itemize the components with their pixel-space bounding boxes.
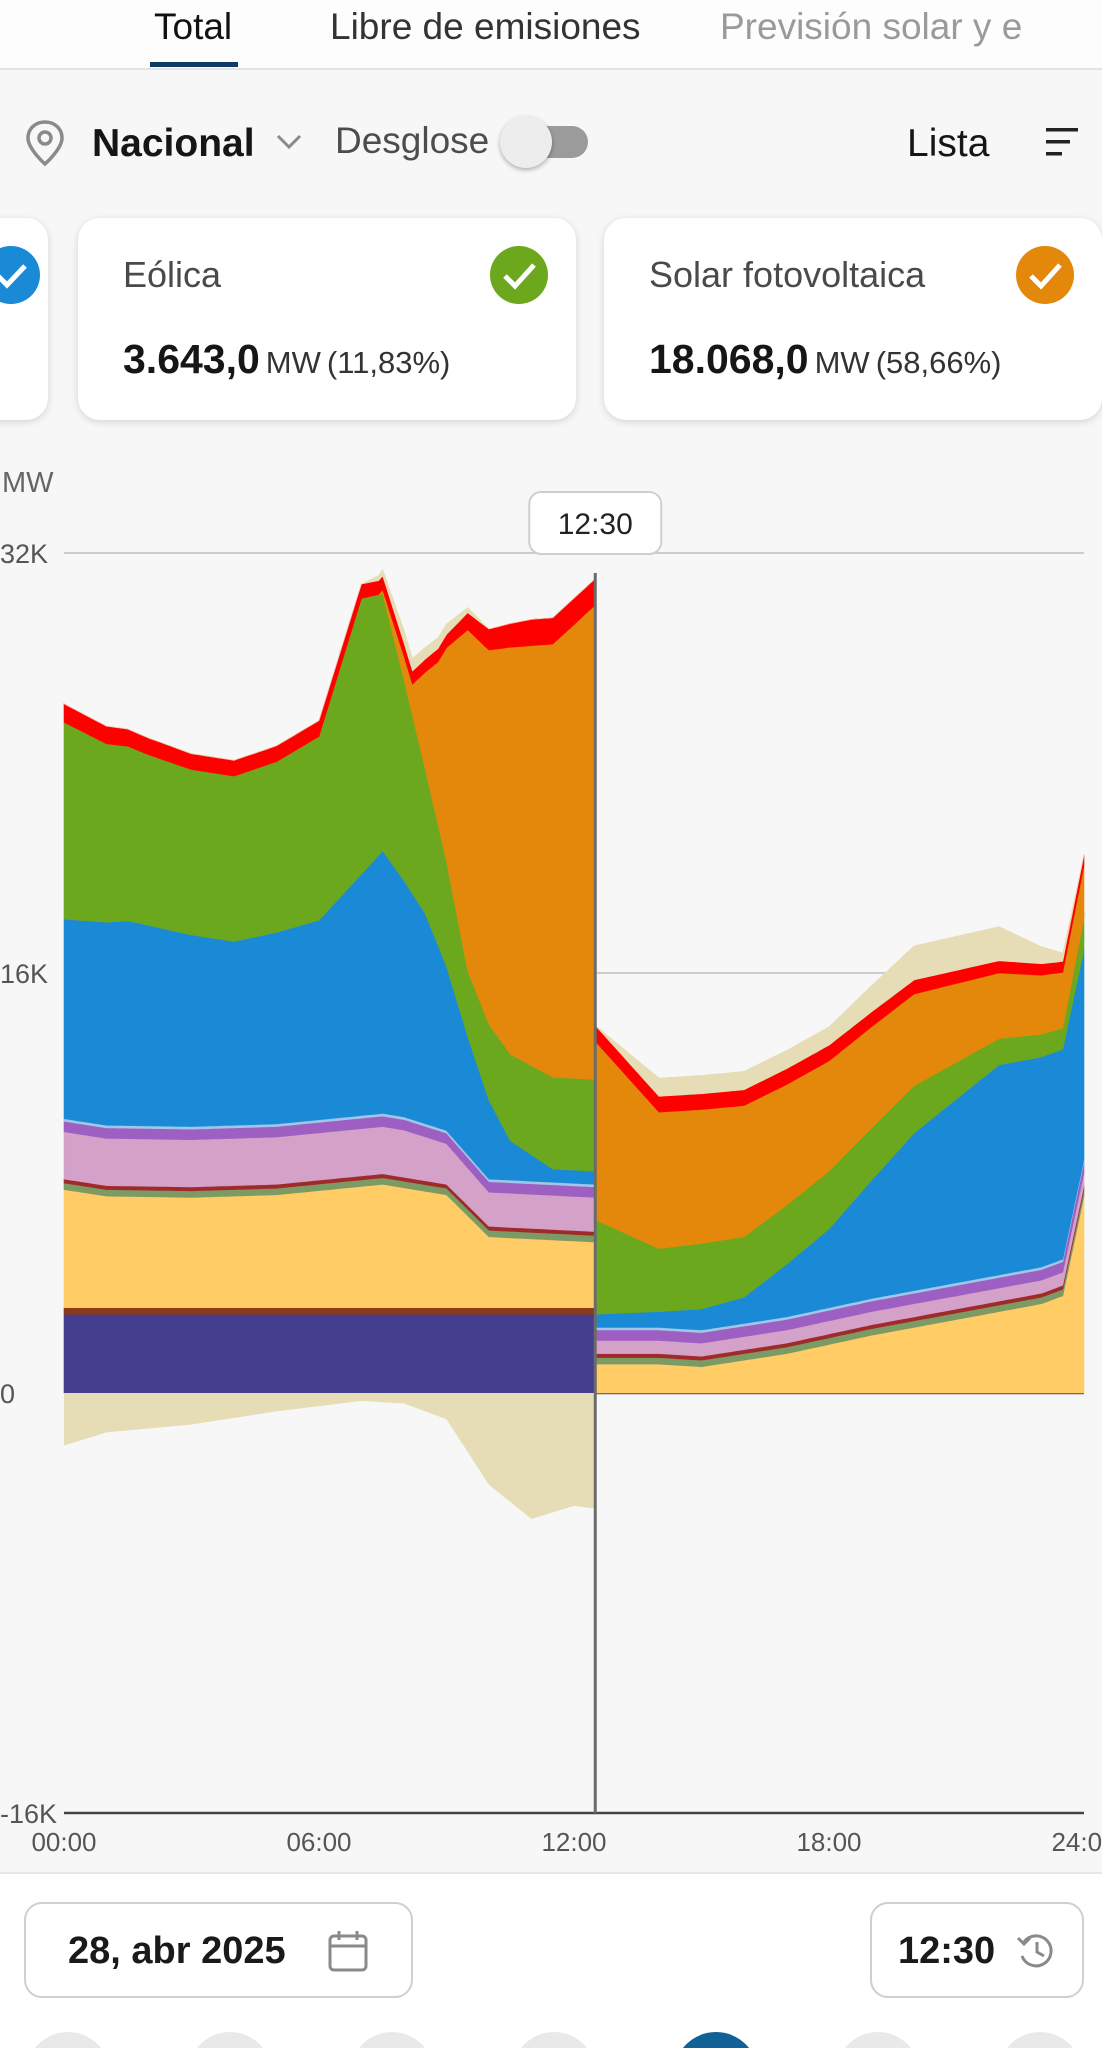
card-percentage: (58,66%) — [875, 345, 1002, 380]
day-dot[interactable] — [998, 2032, 1082, 2048]
source-card-solar-fotovoltaica[interactable]: Solar fotovoltaica 18.068,0 MW (58,66%) — [604, 218, 1102, 420]
date-value: 28, abr 2025 — [68, 1930, 286, 1972]
tab-libre-de-emisiones[interactable]: Libre de emisiones — [330, 6, 641, 47]
card-value-row: 3.643,0 MW (11,83%) — [123, 336, 450, 383]
check-icon — [503, 263, 536, 290]
tab-prevision-solar[interactable]: Previsión solar y e — [720, 6, 1023, 47]
card-check-badge[interactable] — [1016, 246, 1074, 304]
y-axis-label: MW — [2, 467, 54, 499]
day-selector — [0, 2032, 1102, 2048]
list-view-button[interactable]: Lista — [907, 122, 990, 165]
source-card-eolica[interactable]: Eólica 3.643,0 MW (11,83%) — [78, 218, 576, 420]
card-value: 3.643,0 — [123, 336, 260, 382]
time-value: 12:30 — [898, 1930, 996, 1972]
check-icon — [1029, 263, 1062, 290]
bottom-bar: 28, abr 2025 12:30 — [0, 1872, 1102, 2048]
time-cursor[interactable]: 12:30 — [528, 491, 663, 1813]
y-tick-label: 0 — [0, 1379, 15, 1409]
tab-active-indicator — [150, 62, 238, 67]
series-enlaces-almacenamiento — [63, 568, 1085, 1097]
breakdown-toggle[interactable] — [500, 116, 590, 168]
calendar-icon — [328, 1931, 368, 1972]
series-areas — [63, 568, 1085, 1519]
card-unit: MW — [265, 345, 321, 380]
time-picker[interactable]: 12:30 — [870, 1902, 1084, 1998]
day-dot[interactable] — [350, 2032, 434, 2048]
x-tick-label: 00:00 — [31, 1827, 96, 1857]
chevron-down-icon[interactable] — [272, 124, 306, 158]
location-pin-icon — [26, 120, 64, 167]
region-select[interactable]: Nacional — [92, 122, 255, 165]
card-check-badge[interactable] — [490, 246, 548, 304]
cursor-label-box — [528, 491, 663, 555]
series-negative — [64, 1393, 596, 1519]
breakdown-label: Desglose — [335, 120, 490, 161]
x-tick-label: 18:00 — [796, 1827, 861, 1857]
day-dot[interactable] — [188, 2032, 272, 2048]
y-tick-label: 32K — [0, 539, 48, 569]
tab-bar: Total Libre de emisiones Previsión solar… — [0, 0, 1102, 70]
x-tick-label: 06:00 — [286, 1827, 351, 1857]
check-icon — [0, 264, 27, 289]
history-icon — [1016, 1934, 1053, 1968]
filter-row: Nacional Desglose Lista — [0, 100, 1102, 190]
day-dot-active[interactable] — [674, 2032, 758, 2048]
y-tick-label: -16K — [0, 1799, 57, 1829]
card-check-badge[interactable] — [0, 246, 40, 304]
tab-total[interactable]: Total — [154, 6, 233, 47]
cursor-time-label: 12:30 — [558, 508, 633, 541]
date-picker[interactable]: 28, abr 2025 — [24, 1902, 413, 1998]
card-unit: MW — [814, 345, 870, 380]
card-percentage: (11,83%) — [326, 345, 451, 380]
source-card-previous[interactable] — [0, 218, 48, 420]
x-tick-label: 12:00 — [541, 1827, 606, 1857]
day-dot[interactable] — [512, 2032, 596, 2048]
card-title: Eólica — [123, 254, 222, 295]
card-value-row: 18.068,0 MW (58,66%) — [649, 336, 1002, 383]
toggle-knob — [500, 116, 552, 168]
card-title: Solar fotovoltaica — [649, 254, 926, 295]
day-dot[interactable] — [836, 2032, 920, 2048]
card-value: 18.068,0 — [649, 336, 809, 382]
sort-icon[interactable] — [1042, 124, 1082, 160]
x-tick-label: 24:00 — [1051, 1827, 1102, 1857]
day-dot[interactable] — [26, 2032, 110, 2048]
generation-chart[interactable]: MW 32K16K0-16K00:0006:0012:0018:0024:00 … — [0, 460, 1102, 1860]
y-tick-label: 16K — [0, 959, 48, 989]
